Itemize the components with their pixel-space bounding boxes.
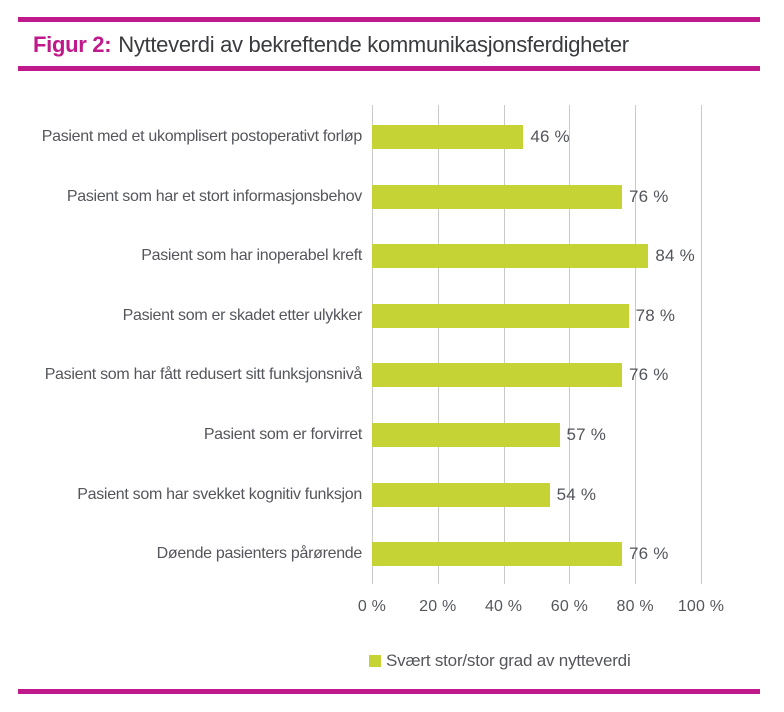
bar xyxy=(372,125,524,149)
category-label: Pasient som er forvirret xyxy=(203,426,362,443)
x-axis-tick-label: 100 % xyxy=(677,598,725,615)
x-axis-tick-label: 80 % xyxy=(616,598,654,615)
title-underline-rule xyxy=(18,66,760,71)
bottom-rule xyxy=(18,689,760,694)
chart-legend: Svært stor/stor grad av nytteverdi xyxy=(369,651,631,671)
category-label: Døende pasienters pårørende xyxy=(156,545,363,563)
bar xyxy=(372,303,629,328)
x-axis-tick-label: 60 % xyxy=(550,598,589,615)
legend-label: Svært stor/stor grad av nytteverdi xyxy=(386,651,631,670)
gridline xyxy=(569,105,571,584)
gridline xyxy=(701,105,702,584)
bar xyxy=(372,244,649,269)
category-label: Pasient som er skadet etter ulykker xyxy=(122,306,363,324)
bar xyxy=(372,184,623,209)
category-label: Pasient som har inoperabel kreft xyxy=(141,247,362,265)
value-label: 76 % xyxy=(629,544,669,564)
value-label: 76 % xyxy=(629,186,669,206)
category-label: Pasient med et ukomplisert postoperativt… xyxy=(41,128,363,145)
bar xyxy=(372,542,623,567)
legend-swatch xyxy=(369,655,381,667)
gridline xyxy=(437,105,439,584)
bar xyxy=(372,482,550,507)
category-label: Pasient som har fått redusert sitt funks… xyxy=(44,366,363,384)
value-label: 78 % xyxy=(635,305,676,325)
category-label: Pasient som har et stort informasjonsbeh… xyxy=(66,187,362,205)
bar xyxy=(372,423,560,447)
figure-title-text: Nytteverdi av bekreftende kommunikasjons… xyxy=(118,32,629,57)
value-label: 76 % xyxy=(629,365,669,385)
x-axis-tick-label: 40 % xyxy=(484,598,523,615)
top-rule xyxy=(18,17,760,22)
x-axis-tick-label: 0 % xyxy=(357,598,387,615)
bar xyxy=(372,363,623,388)
gridline xyxy=(372,105,373,584)
category-label: Pasient som har svekket kognitiv funksjo… xyxy=(77,485,362,503)
value-label: 84 % xyxy=(655,246,695,266)
x-axis-tick-label: 20 % xyxy=(419,598,457,615)
value-label: 54 % xyxy=(556,484,597,504)
value-label: 57 % xyxy=(566,425,607,444)
value-label: 46 % xyxy=(530,127,570,146)
gridline xyxy=(635,105,637,584)
figure-number-label: Figur 2: xyxy=(33,32,112,57)
figure-title: Figur 2: Nytteverdi av bekreftende kommun… xyxy=(33,31,629,59)
gridline xyxy=(503,105,505,584)
